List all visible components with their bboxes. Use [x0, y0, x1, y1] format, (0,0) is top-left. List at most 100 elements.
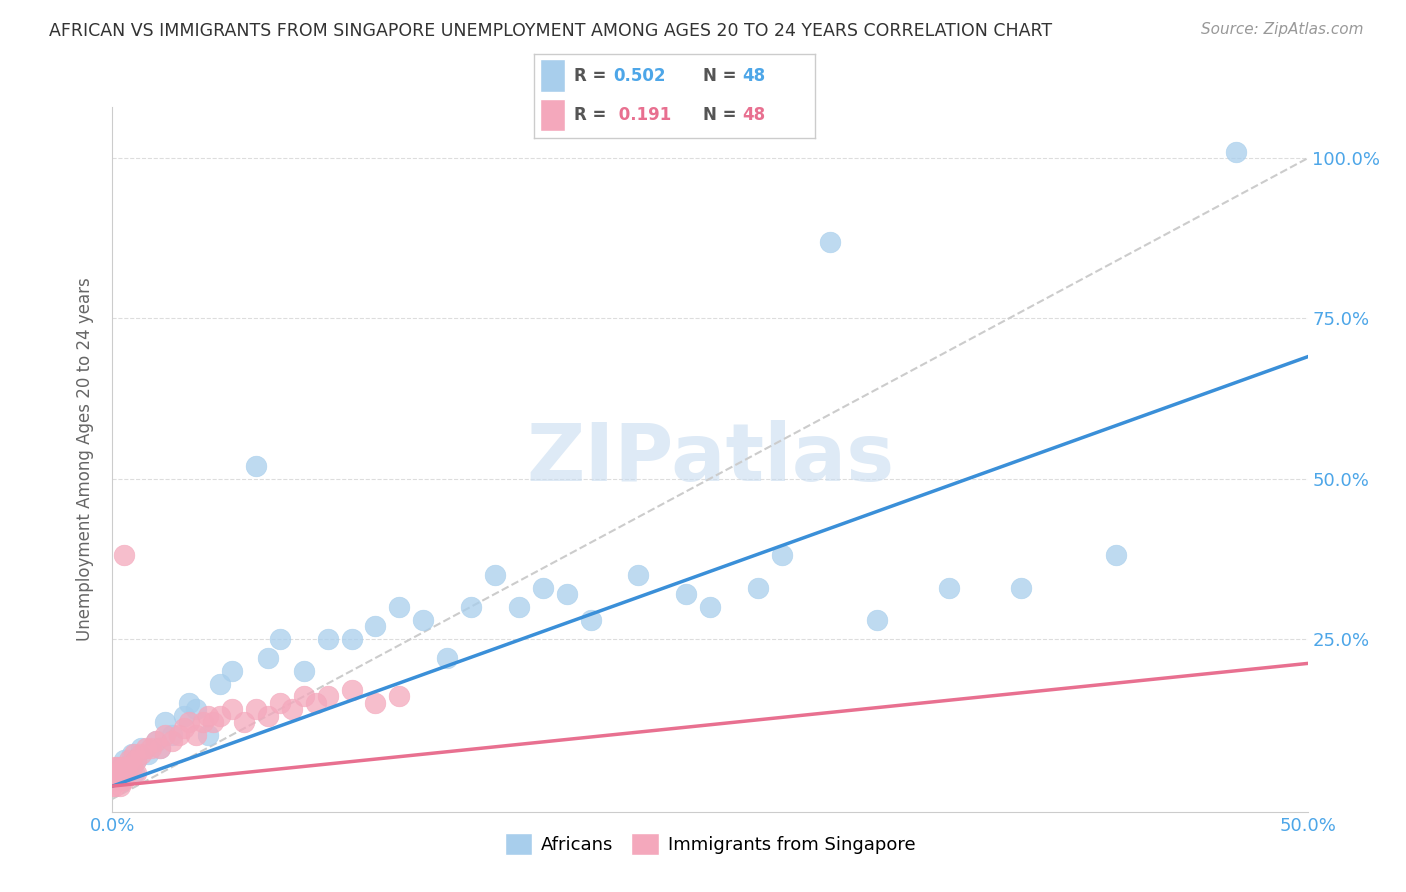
Text: 48: 48 — [742, 67, 765, 85]
Africans — [257, 651, 280, 665]
Africans — [508, 599, 530, 614]
Africans — [579, 613, 602, 627]
Immigrants from Singapore — [125, 766, 148, 780]
Text: ZIPatlas: ZIPatlas — [526, 420, 894, 499]
Text: N =: N = — [703, 106, 742, 124]
Africans — [209, 676, 232, 690]
Africans — [555, 587, 578, 601]
Immigrants from Singapore — [201, 714, 224, 729]
Africans — [364, 619, 387, 633]
Immigrants from Singapore — [114, 549, 135, 563]
Africans — [153, 714, 176, 729]
Africans — [340, 632, 363, 646]
Africans — [412, 613, 434, 627]
Immigrants from Singapore — [364, 696, 387, 710]
Immigrants from Singapore — [169, 728, 191, 742]
Africans — [177, 696, 200, 710]
Immigrants from Singapore — [388, 690, 411, 704]
Immigrants from Singapore — [111, 772, 134, 787]
Africans — [484, 567, 506, 582]
Immigrants from Singapore — [162, 734, 183, 748]
Africans — [699, 599, 721, 614]
Immigrants from Singapore — [305, 696, 328, 710]
Africans — [675, 587, 697, 601]
Immigrants from Singapore — [193, 714, 215, 729]
Immigrants from Singapore — [101, 766, 124, 780]
Immigrants from Singapore — [340, 683, 363, 698]
Immigrants from Singapore — [122, 747, 145, 761]
Africans — [129, 740, 152, 755]
Africans — [138, 747, 160, 761]
Immigrants from Singapore — [149, 740, 172, 755]
Africans — [627, 567, 650, 582]
Africans — [145, 734, 167, 748]
Africans — [1105, 549, 1128, 563]
Africans — [125, 754, 148, 768]
Immigrants from Singapore — [186, 728, 208, 742]
Immigrants from Singapore — [108, 779, 131, 793]
Text: AFRICAN VS IMMIGRANTS FROM SINGAPORE UNEMPLOYMENT AMONG AGES 20 TO 24 YEARS CORR: AFRICAN VS IMMIGRANTS FROM SINGAPORE UNE… — [49, 22, 1052, 40]
Africans — [1225, 145, 1247, 159]
Africans — [747, 581, 769, 595]
Africans — [436, 651, 458, 665]
Immigrants from Singapore — [221, 702, 243, 716]
Africans — [105, 766, 128, 780]
Immigrants from Singapore — [233, 714, 256, 729]
Immigrants from Singapore — [269, 696, 291, 710]
Africans — [269, 632, 291, 646]
Africans — [388, 599, 411, 614]
Text: 48: 48 — [742, 106, 765, 124]
Immigrants from Singapore — [177, 714, 200, 729]
Text: R =: R = — [574, 106, 612, 124]
Text: R =: R = — [574, 67, 612, 85]
Immigrants from Singapore — [173, 722, 195, 736]
Africans — [460, 599, 482, 614]
Text: 0.502: 0.502 — [613, 67, 665, 85]
Africans — [162, 728, 183, 742]
Immigrants from Singapore — [105, 772, 128, 787]
Immigrants from Singapore — [135, 740, 157, 755]
Immigrants from Singapore — [197, 708, 219, 723]
Bar — [540, 60, 565, 92]
Immigrants from Singapore — [104, 772, 127, 787]
Immigrants from Singapore — [114, 772, 135, 787]
Africans — [292, 664, 315, 678]
Africans — [316, 632, 339, 646]
Africans — [770, 549, 793, 563]
Bar — [540, 99, 565, 131]
Immigrants from Singapore — [104, 760, 127, 774]
Immigrants from Singapore — [125, 754, 148, 768]
Immigrants from Singapore — [115, 766, 138, 780]
Legend: Africans, Immigrants from Singapore: Africans, Immigrants from Singapore — [498, 826, 922, 863]
Immigrants from Singapore — [139, 740, 162, 755]
Africans — [149, 740, 172, 755]
Africans — [118, 760, 141, 774]
Africans — [866, 613, 889, 627]
Africans — [108, 760, 131, 774]
Africans — [197, 728, 219, 742]
Immigrants from Singapore — [121, 760, 143, 774]
Africans — [114, 754, 135, 768]
Immigrants from Singapore — [209, 708, 232, 723]
Immigrants from Singapore — [145, 734, 167, 748]
Immigrants from Singapore — [101, 779, 124, 793]
Africans — [115, 766, 138, 780]
Immigrants from Singapore — [281, 702, 304, 716]
Immigrants from Singapore — [105, 766, 128, 780]
Africans — [111, 772, 134, 787]
Immigrants from Singapore — [114, 760, 135, 774]
Africans — [121, 747, 143, 761]
Immigrants from Singapore — [105, 760, 128, 774]
Immigrants from Singapore — [153, 728, 176, 742]
Immigrants from Singapore — [104, 779, 127, 793]
Text: 0.191: 0.191 — [613, 106, 671, 124]
Immigrants from Singapore — [118, 754, 141, 768]
Africans — [245, 458, 267, 473]
Africans — [122, 766, 145, 780]
Immigrants from Singapore — [316, 690, 339, 704]
Immigrants from Singapore — [292, 690, 315, 704]
Africans — [221, 664, 243, 678]
Africans — [173, 708, 195, 723]
Africans — [818, 235, 841, 249]
Africans — [186, 702, 208, 716]
